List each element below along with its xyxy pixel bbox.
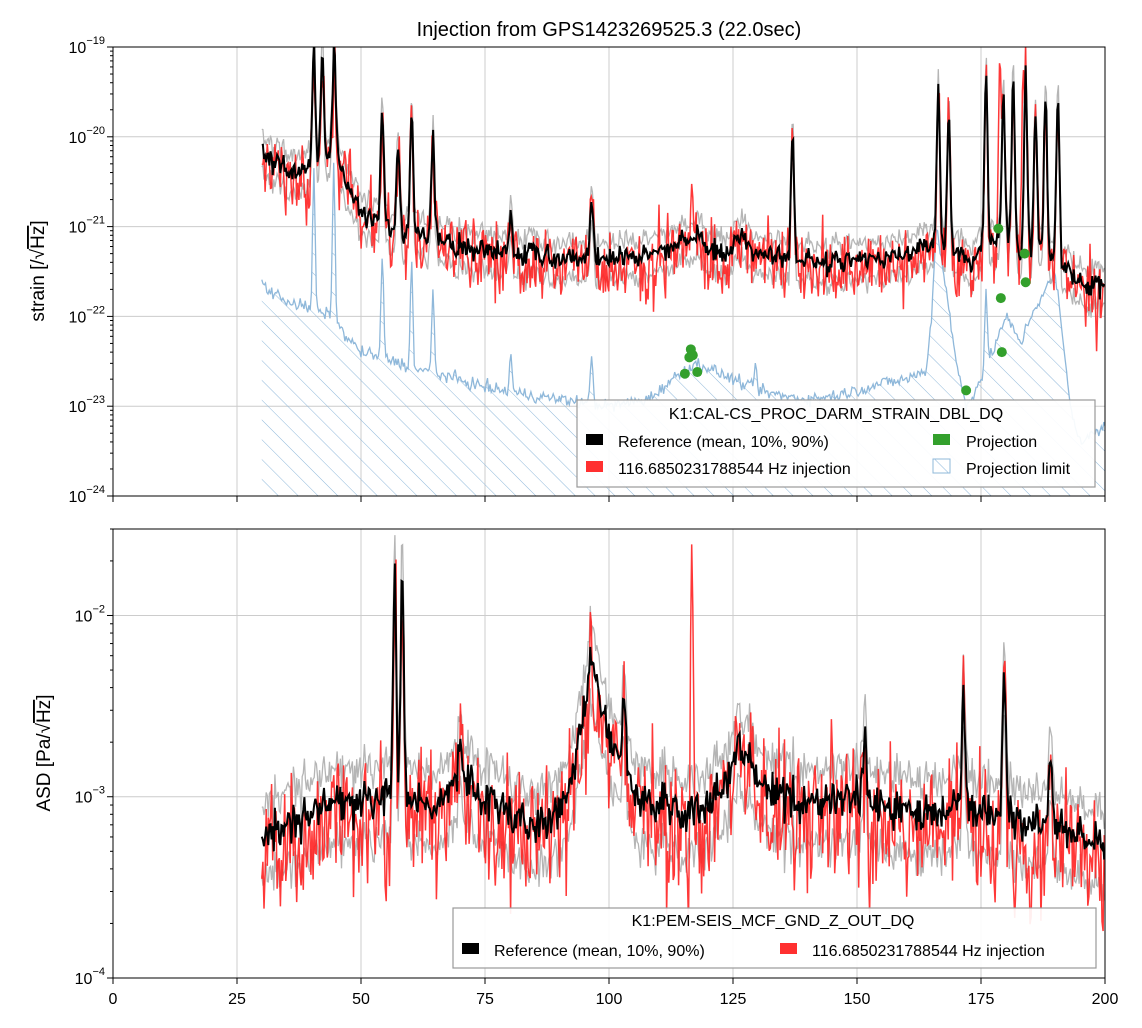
y-tick-label: 10−21 xyxy=(69,215,105,237)
reference-mean-line xyxy=(261,47,1105,300)
legend-swatch-reference xyxy=(462,943,479,954)
projection-point xyxy=(993,223,1004,234)
reference-mean-line xyxy=(260,563,1105,860)
strain-y-ticks: 10−24 10−23 10−22 10−21 10−20 10−19 xyxy=(69,35,113,506)
x-tick-label: 100 xyxy=(596,991,623,1008)
projection-point xyxy=(995,293,1006,304)
legend-swatch-injection xyxy=(780,943,797,954)
strain-legend-title: K1:CAL-CS_PROC_DARM_STRAIN_DBL_DQ xyxy=(669,406,1003,423)
x-tick-label: 200 xyxy=(1092,991,1119,1008)
projection-point xyxy=(692,367,703,378)
x-tick-label: 0 xyxy=(109,991,118,1008)
legend-label-projection-limit: Projection limit xyxy=(966,461,1071,478)
strain-x-ticks xyxy=(112,496,1106,502)
projection-point xyxy=(961,385,972,396)
projection-point xyxy=(1019,248,1030,259)
y-tick-label: 10−22 xyxy=(69,304,105,326)
y-tick-label: 10−2 xyxy=(75,603,105,625)
legend-swatch-projection-limit xyxy=(932,458,951,474)
projection-point xyxy=(1020,277,1031,288)
x-tick-label: 50 xyxy=(352,991,370,1008)
y-tick-label: 10−20 xyxy=(69,125,105,147)
asd-legend: K1:PEM-SEIS_MCF_GND_Z_OUT_DQ Reference (… xyxy=(452,907,1097,969)
reference-90pct-line xyxy=(261,47,1105,285)
asd-ylabel: ASD [Pa/√Hz] xyxy=(34,694,55,811)
legend-swatch-injection xyxy=(586,461,603,472)
injection-line xyxy=(261,544,1105,932)
asd-panel: 10−4 10−3 10−2 0 25 50 75 100 125 150 175 200 ASD … xyxy=(34,528,1119,1008)
y-tick-label: 10−19 xyxy=(69,35,105,57)
reference-90pct-line xyxy=(261,535,1105,830)
asd-x-ticks: 0 25 50 75 100 125 150 175 200 xyxy=(109,978,1119,1008)
projection-points xyxy=(679,223,1031,396)
x-tick-label: 25 xyxy=(228,991,246,1008)
y-tick-label: 10−3 xyxy=(75,785,105,807)
legend-label-reference: Reference (mean, 10%, 90%) xyxy=(494,943,705,960)
x-tick-label: 75 xyxy=(476,991,494,1008)
asd-plot-area xyxy=(260,535,1105,932)
legend-swatch-reference xyxy=(586,434,603,445)
strain-legend: K1:CAL-CS_PROC_DARM_STRAIN_DBL_DQ Refere… xyxy=(576,399,1096,488)
legend-label-injection: 116.6850231788544 Hz injection xyxy=(812,943,1045,960)
projection-point xyxy=(687,350,698,361)
legend-label-reference: Reference (mean, 10%, 90%) xyxy=(618,434,829,451)
y-tick-label: 10−24 xyxy=(69,484,105,506)
y-tick-label: 10−23 xyxy=(69,394,105,416)
reference-10pct-line xyxy=(261,63,1105,319)
injection-line xyxy=(261,47,1105,352)
legend-swatch-projection xyxy=(933,434,950,445)
figure-title: Injection from GPS1423269525.3 (22.0sec) xyxy=(417,19,802,41)
strain-panel: 10−24 10−23 10−22 10−21 10−20 10−19 strain [/… xyxy=(28,35,1106,506)
projection-point xyxy=(996,347,1007,358)
asd-y-ticks: 10−4 10−3 10−2 xyxy=(75,528,113,988)
x-tick-label: 150 xyxy=(844,991,871,1008)
x-tick-label: 175 xyxy=(968,991,995,1008)
legend-label-injection: 116.6850231788544 Hz injection xyxy=(618,461,851,478)
y-tick-label: 10−4 xyxy=(75,966,105,988)
legend-label-projection: Projection xyxy=(966,434,1037,451)
x-tick-label: 125 xyxy=(720,991,747,1008)
asd-legend-title: K1:PEM-SEIS_MCF_GND_Z_OUT_DQ xyxy=(632,913,915,930)
strain-ylabel: strain [/√Hz] xyxy=(28,220,49,321)
projection-point xyxy=(679,368,690,379)
